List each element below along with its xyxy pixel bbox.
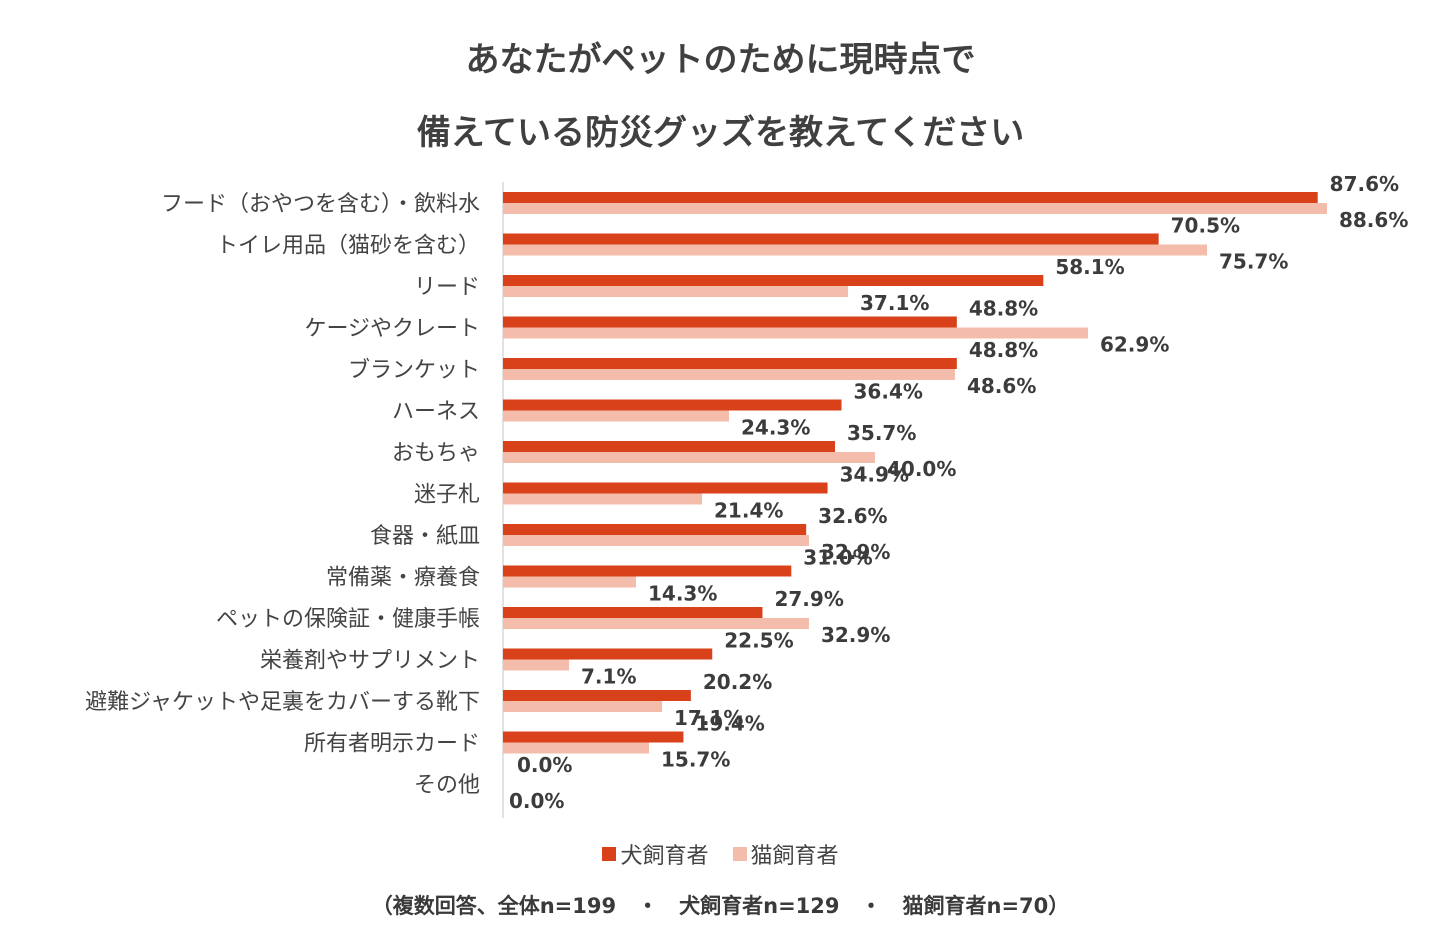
bar-cat (503, 244, 1208, 256)
data-label-dog: 32.6% (818, 504, 887, 528)
bar-dog (503, 233, 1159, 245)
category-label: 避難ジャケットや足裏をカバーする靴下 (85, 690, 480, 715)
data-label-cat: 0.0% (509, 789, 564, 813)
bar-dog (503, 441, 836, 452)
bar-cat (503, 286, 849, 297)
data-label-cat: 75.7% (1219, 250, 1288, 274)
bar-cat (503, 742, 650, 754)
bar-dog (503, 399, 842, 411)
bar-cat (503, 576, 636, 588)
data-label-cat: 32.9% (821, 623, 890, 647)
category-label: ペットの保険証・健康手帳 (216, 607, 480, 632)
data-label-dog: 27.9% (774, 587, 843, 611)
bar-cat (503, 659, 570, 671)
data-label-cat: 32.9% (821, 540, 890, 564)
data-label-dog: 48.8% (969, 338, 1038, 362)
bar-chart: フード（おやつを含む）・飲料水 87.6% 88.6% トイレ用品（猫砂を含む） 70.… (85, 172, 1408, 818)
bar-dog (503, 607, 763, 618)
legend: 犬飼育者 猫飼育者 (0, 838, 1441, 870)
category-label: その他 (414, 773, 480, 798)
chart-title-line-1: あなたがペットのために現時点で (465, 40, 976, 80)
data-label-dog: 34.9% (840, 463, 909, 487)
category-label: ブランケット (348, 358, 480, 383)
data-label-dog: 87.6% (1330, 172, 1399, 196)
legend-item-cat: 猫飼育者 (732, 838, 839, 870)
data-label-cat: 62.9% (1100, 333, 1169, 357)
data-label-dog: 58.1% (1055, 255, 1124, 279)
data-label-cat: 21.4% (714, 499, 783, 523)
category-label: リード (414, 275, 480, 300)
bar-dog (503, 690, 691, 701)
bar-cat (503, 493, 703, 505)
bar-cat (503, 535, 809, 546)
bar-cat (503, 452, 875, 463)
legend-label-cat: 猫飼育者 (750, 844, 839, 869)
data-label-cat: 40.0% (887, 457, 956, 481)
data-label-dog: 22.5% (724, 629, 793, 653)
category-label: 常備薬・療養食 (326, 566, 480, 591)
legend-swatch-dog (602, 847, 617, 861)
category-label: 迷子札 (414, 483, 480, 508)
category-label: 栄養剤やサプリメント (260, 649, 480, 674)
data-label-cat: 15.7% (661, 748, 730, 772)
category-label: ハーネス (392, 400, 480, 425)
bar-cat (503, 369, 955, 380)
bar-dog (503, 482, 828, 494)
data-label-dog: 48.8% (969, 297, 1038, 321)
data-label-cat: 37.1% (860, 291, 929, 315)
bar-dog (503, 524, 807, 535)
bar-dog (503, 316, 957, 328)
data-label-cat: 24.3% (741, 416, 810, 440)
data-label-dog: 36.4% (854, 380, 923, 404)
data-label-dog: 20.2% (703, 670, 772, 694)
bar-dog (503, 358, 957, 369)
data-label-dog: 70.5% (1171, 214, 1240, 238)
category-label: 所有者明示カード (304, 732, 480, 757)
bar-cat (503, 327, 1088, 339)
data-label-cat: 17.1% (674, 706, 743, 730)
bar-cat (503, 410, 729, 422)
bar-dog (503, 275, 1044, 286)
data-label-dog: 19.4% (695, 712, 764, 736)
data-label-dog: 0.0% (517, 753, 572, 777)
category-label: 食器・紙皿 (370, 524, 480, 549)
data-label-dog: 31.0% (803, 546, 872, 570)
legend-item-dog: 犬飼育者 (602, 838, 709, 870)
legend-swatch-cat (732, 847, 747, 861)
category-label: トイレ用品（猫砂を含む） (216, 234, 480, 259)
bar-dog (503, 565, 792, 577)
category-label: フード（おやつを含む）・飲料水 (161, 192, 480, 217)
category-label: おもちゃ (392, 441, 480, 466)
chart-title-line-2: 備えている防災グッズを教えてください (416, 113, 1025, 153)
bar-cat (503, 618, 809, 629)
bar-dog (503, 192, 1318, 203)
category-label: ケージやクレート (304, 317, 480, 342)
data-label-cat: 48.6% (967, 374, 1036, 398)
bar-dog (503, 731, 684, 743)
data-label-cat: 7.1% (581, 665, 636, 689)
data-label-dog: 35.7% (847, 421, 916, 445)
sample-size-footnote: （複数回答、全体n=199 ・ 犬飼育者n=129 ・ 猫飼育者n=70） (371, 894, 1070, 918)
bar-dog (503, 648, 713, 660)
legend-label-dog: 犬飼育者 (620, 844, 709, 869)
bar-cat (503, 701, 663, 712)
data-label-cat: 88.6% (1339, 208, 1408, 232)
bar-cat (503, 203, 1327, 214)
data-label-cat: 14.3% (648, 582, 717, 606)
